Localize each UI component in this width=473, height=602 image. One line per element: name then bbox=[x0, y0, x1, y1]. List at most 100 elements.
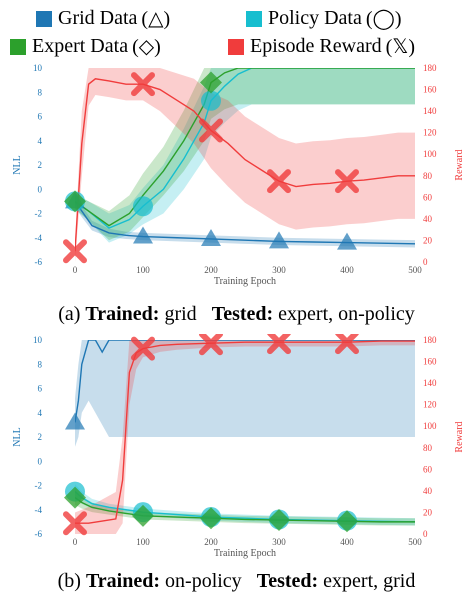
series-3-line bbox=[75, 78, 415, 252]
y2-tick-label: 160 bbox=[423, 357, 437, 367]
series-2-band bbox=[75, 68, 415, 241]
y-tick-label: -6 bbox=[35, 257, 43, 267]
series-3-marker bbox=[199, 118, 223, 143]
x-tick-label: 400 bbox=[340, 265, 354, 275]
caption-b-tested-label: Tested: bbox=[256, 570, 319, 592]
y-tick-label: 0 bbox=[38, 456, 43, 466]
caption-a-tested-label: Tested: bbox=[211, 303, 274, 325]
plot-area bbox=[75, 68, 415, 262]
y-tick-label: 8 bbox=[38, 359, 43, 369]
series-3-marker bbox=[63, 239, 87, 264]
y-tick-label: 10 bbox=[33, 63, 43, 73]
y-tick-label: 10 bbox=[33, 335, 43, 345]
x-tick-label: 100 bbox=[136, 537, 150, 547]
legend-swatch-expert bbox=[10, 38, 26, 55]
circle-icon: (◯) bbox=[365, 8, 402, 30]
series-2-marker bbox=[200, 71, 222, 94]
x-axis-label: Training Epoch bbox=[214, 548, 276, 559]
y2-tick-label: 160 bbox=[423, 85, 437, 95]
legend-label-expert: Expert Data bbox=[32, 35, 129, 57]
series-0-marker bbox=[269, 231, 289, 249]
series-3-marker bbox=[131, 72, 155, 97]
diamond-icon: (◇) bbox=[132, 36, 161, 58]
triangle-icon: (△) bbox=[141, 8, 171, 30]
y2-tick-label: 20 bbox=[423, 507, 433, 517]
caption-b: (b) Trained: on-policy Tested: expert, g… bbox=[0, 570, 473, 593]
legend: Grid Data (△) Policy Data (◯) Expert Dat… bbox=[0, 0, 473, 62]
series-1-band bbox=[75, 68, 415, 243]
x-tick-label: 200 bbox=[204, 265, 218, 275]
legend-swatch-policy bbox=[246, 10, 262, 27]
y-tick-label: -4 bbox=[35, 505, 43, 515]
x-tick-label: 300 bbox=[272, 537, 286, 547]
y2-tick-label: 140 bbox=[423, 378, 437, 388]
caption-a-tested-value: expert, on-policy bbox=[278, 303, 415, 325]
y2-axis-label: Reward bbox=[454, 149, 465, 180]
x-tick-label: 200 bbox=[204, 537, 218, 547]
y-tick-label: 4 bbox=[38, 408, 43, 418]
series-3-marker bbox=[267, 330, 291, 355]
legend-label-reward: Episode Reward bbox=[250, 35, 382, 57]
y-axis-label: NLL bbox=[12, 427, 23, 446]
series-3-marker bbox=[199, 331, 223, 356]
series-0-marker bbox=[201, 228, 221, 246]
legend-item-reward: Episode Reward (𝕏) bbox=[228, 34, 415, 59]
y2-tick-label: 120 bbox=[423, 128, 437, 138]
series-1-band bbox=[75, 484, 415, 526]
x-icon: (𝕏) bbox=[385, 36, 416, 58]
chart-panel-a: -6 -4 -2 0 2 4 6 8 10 0 20 40 60 80 100 120 140 160 180 0 10… bbox=[0, 62, 473, 294]
y2-tick-label: 100 bbox=[423, 421, 437, 431]
y2-tick-label: 60 bbox=[423, 192, 433, 202]
legend-item-grid: Grid Data (△) bbox=[36, 6, 170, 31]
series-0-marker bbox=[65, 412, 85, 430]
series-0-marker bbox=[133, 226, 153, 244]
y2-tick-label: 80 bbox=[423, 443, 433, 453]
y2-tick-label: 80 bbox=[423, 171, 433, 181]
y2-tick-label: 40 bbox=[423, 486, 433, 496]
series-2-marker bbox=[336, 510, 358, 533]
y-tick-label: 6 bbox=[38, 384, 43, 394]
series-3-band bbox=[75, 340, 415, 534]
y-axis-label: NLL bbox=[12, 155, 23, 174]
x-tick-label: 400 bbox=[340, 537, 354, 547]
x-tick-label: 100 bbox=[136, 265, 150, 275]
y2-tick-label: 0 bbox=[423, 257, 428, 267]
caption-b-tested-value: expert, grid bbox=[323, 570, 416, 592]
y2-tick-label: 180 bbox=[423, 335, 437, 345]
x-tick-label: 500 bbox=[408, 265, 422, 275]
caption-a: (a) Trained: grid Tested: expert, on-pol… bbox=[0, 303, 473, 326]
series-1-marker bbox=[201, 90, 221, 111]
series-3-line bbox=[75, 340, 415, 524]
y-tick-label: 6 bbox=[38, 112, 43, 122]
series-0-marker bbox=[337, 232, 357, 250]
series-2-marker bbox=[132, 504, 154, 527]
series-2-line bbox=[75, 68, 415, 227]
series-3-marker bbox=[63, 511, 87, 536]
x-tick-label: 0 bbox=[73, 265, 78, 275]
y-tick-label: -2 bbox=[35, 209, 43, 219]
series-2-marker bbox=[64, 190, 86, 213]
y2-tick-label: 40 bbox=[423, 214, 433, 224]
y2-axis-label: Reward bbox=[454, 421, 465, 452]
caption-a-prefix: (a) bbox=[58, 303, 86, 325]
legend-swatch-reward bbox=[228, 38, 244, 55]
x-tick-label: 0 bbox=[73, 537, 78, 547]
series-0-line bbox=[75, 340, 415, 423]
y-tick-label: -4 bbox=[35, 233, 43, 243]
caption-b-prefix: (b) bbox=[57, 570, 86, 592]
y2-tick-label: 180 bbox=[423, 63, 437, 73]
legend-item-expert: Expert Data (◇) bbox=[10, 34, 161, 59]
x-axis-label: Training Epoch bbox=[214, 276, 276, 287]
series-1-marker bbox=[133, 196, 153, 217]
y2-tick-label: 0 bbox=[423, 529, 428, 539]
y-tick-label: 8 bbox=[38, 87, 43, 97]
caption-b-trained-label: Trained: bbox=[85, 570, 161, 592]
series-2-marker bbox=[200, 507, 222, 530]
series-2-marker bbox=[64, 486, 86, 509]
y2-tick-label: 120 bbox=[423, 400, 437, 410]
x-tick-label: 500 bbox=[408, 537, 422, 547]
series-3-marker bbox=[335, 169, 359, 194]
legend-label-policy: Policy Data bbox=[268, 7, 362, 29]
